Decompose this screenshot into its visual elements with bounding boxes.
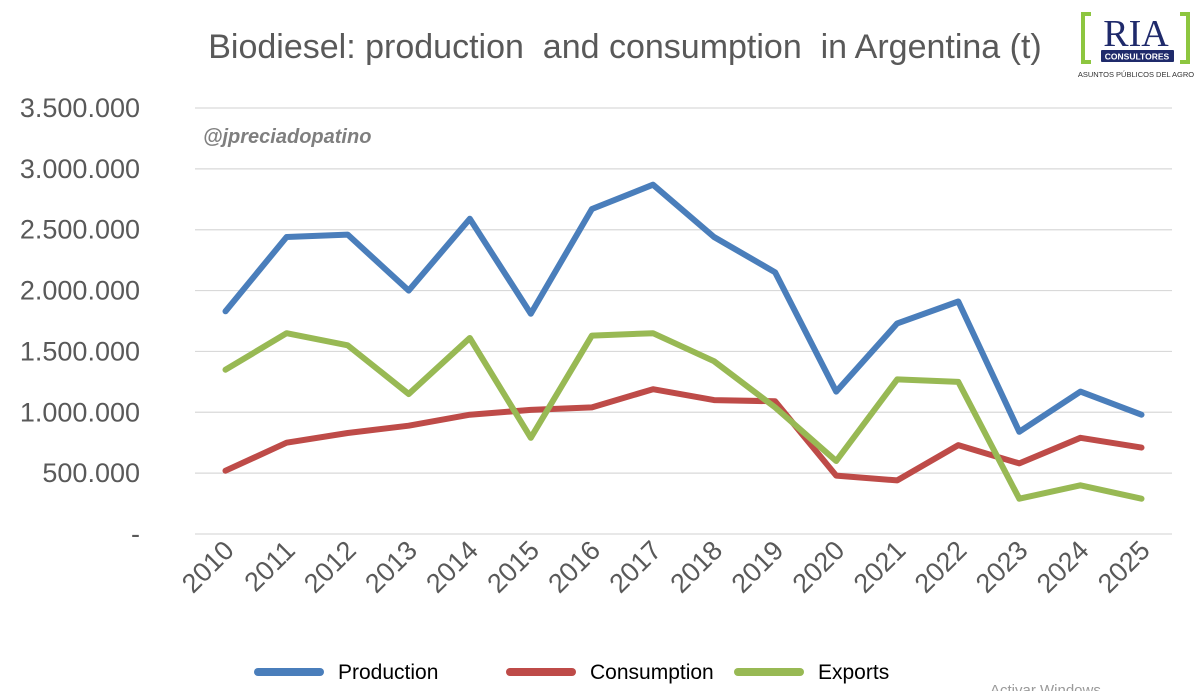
x-tick-label: 2019 <box>726 535 790 599</box>
legend-item-production: Production <box>254 661 438 684</box>
y-tick-label: - <box>131 519 140 549</box>
y-axis: - 500.000 1.000.000 1.500.000 2.000.000 2.500… <box>20 93 140 549</box>
logo-subtitle: ASUNTOS PÚBLICOS DEL AGRO <box>1078 70 1194 79</box>
x-tick-label: 2014 <box>420 535 484 599</box>
y-tick-label: 1.000.000 <box>20 397 140 427</box>
x-tick-label: 2020 <box>787 535 851 599</box>
logo-left-bracket <box>1081 12 1091 64</box>
logo-band <box>1101 50 1174 62</box>
gridlines <box>195 107 1172 535</box>
legend-item-exports: Exports <box>734 661 889 684</box>
series-line-production <box>222 181 1145 435</box>
x-tick-label: 2017 <box>604 535 668 599</box>
ria-consultores-logo: RIA CONSULTORES ASUNTOS PÚBLICOS DEL AGR… <box>1078 12 1194 79</box>
legend-item-consumption: Consumption <box>506 661 714 684</box>
y-tick-label: 3.500.000 <box>20 93 140 123</box>
series-line-exports <box>222 330 1145 502</box>
y-tick-label: 1.500.000 <box>20 336 140 366</box>
logo-tag: CONSULTORES <box>1105 52 1170 62</box>
x-tick-label: 2011 <box>239 535 301 597</box>
legend-label-consumption: Consumption <box>590 661 714 684</box>
series-lines <box>222 181 1145 502</box>
x-tick-label: 2013 <box>359 535 423 599</box>
logo-right-bracket <box>1180 12 1190 64</box>
author-annotation: @jpreciadopatino <box>203 126 371 148</box>
x-tick-label: 2022 <box>909 535 973 599</box>
x-tick-label: 2018 <box>665 535 729 599</box>
logo-wordmark: RIA <box>1103 13 1169 55</box>
legend-label-exports: Exports <box>818 661 889 684</box>
x-tick-label: 2024 <box>1031 535 1095 599</box>
legend: Production Consumption Exports <box>254 661 889 684</box>
x-tick-label: 2015 <box>481 535 545 599</box>
x-tick-label: 2012 <box>298 535 362 599</box>
y-tick-label: 3.000.000 <box>20 154 140 184</box>
x-tick-label: 2021 <box>848 535 912 599</box>
series-line-consumption <box>222 386 1145 484</box>
x-tick-label: 2025 <box>1092 535 1156 599</box>
x-axis: 2010201120122013201420152016201720182019… <box>176 535 1156 599</box>
y-tick-label: 500.000 <box>42 458 140 488</box>
x-tick-label: 2016 <box>542 535 606 599</box>
activate-windows-overlay: Activar Windows <box>990 682 1101 691</box>
x-tick-label: 2023 <box>970 535 1034 599</box>
legend-label-production: Production <box>338 661 438 684</box>
y-tick-label: 2.000.000 <box>20 276 140 306</box>
y-tick-label: 2.500.000 <box>20 215 140 245</box>
x-tick-label: 2010 <box>176 535 240 599</box>
chart-title: Biodiesel: production and consumption in… <box>208 28 1042 66</box>
